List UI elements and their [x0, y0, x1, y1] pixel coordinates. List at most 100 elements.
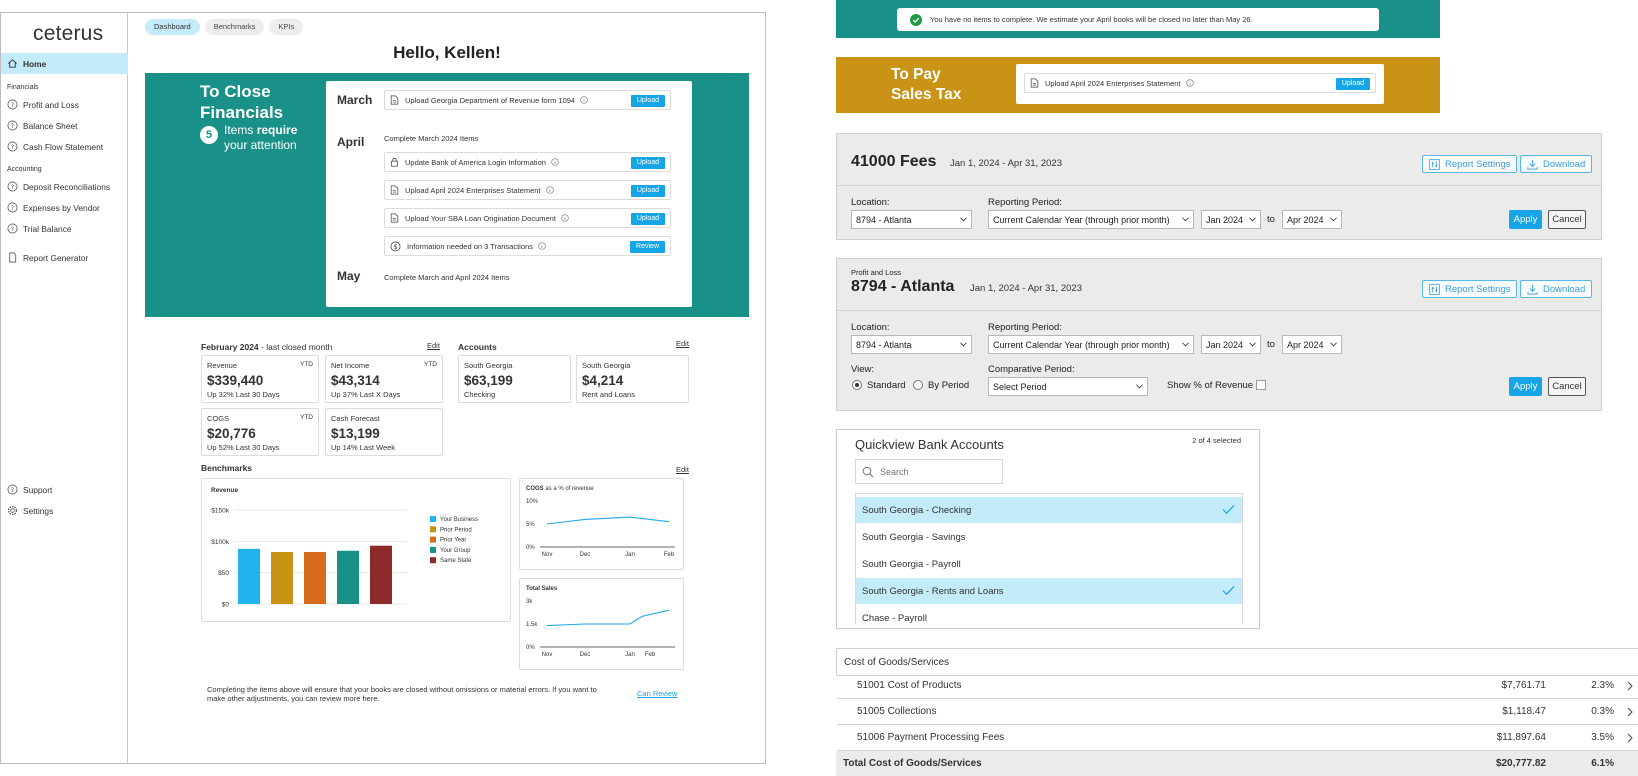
row-name: 51005 Collections [857, 706, 937, 717]
sidebar-item-balance-sheet[interactable]: ? Balance Sheet [1, 115, 128, 136]
sidebar-item-settings[interactable]: Settings [1, 500, 128, 521]
task-item[interactable]: Upload April 2024 Enterprises Statement … [1024, 73, 1376, 93]
sidebar-section-accounting: Accounting [7, 166, 42, 173]
account-card[interactable]: South Georgia $63,199 Checking [458, 355, 571, 403]
sidebar-item-support[interactable]: ? Support [1, 479, 128, 500]
list-item[interactable]: Chase - Payroll [856, 605, 1242, 624]
report-settings-button[interactable]: Report Settings [1422, 155, 1518, 173]
accounts-edit-link[interactable]: Edit [676, 339, 689, 348]
period-select[interactable]: Current Calendar Year (through prior mon… [988, 210, 1194, 229]
period-value: Current Calendar Year (through prior mon… [993, 214, 1170, 225]
location-select[interactable]: 8794 - Atlanta [851, 210, 972, 229]
x-tick-label: Feb [645, 652, 656, 658]
sidebar: ceterus Home Financials ? Profit and Los… [1, 13, 128, 763]
upload-button[interactable]: Upload [630, 213, 665, 225]
items-word: Items [224, 123, 254, 137]
sidebar-item-report-generator[interactable]: Report Generator [1, 247, 128, 268]
kpi-card-net-income[interactable]: Net Income YTD $43,314 Up 37% Last X Day… [325, 355, 443, 403]
tab-benchmarks[interactable]: Benchmarks [204, 19, 265, 35]
review-button[interactable]: Review [630, 241, 665, 253]
sidebar-item-trial-balance[interactable]: ? Trial Balance [1, 218, 128, 239]
sidebar-item-deposit-reconciliations[interactable]: ? Deposit Reconciliations [1, 176, 128, 197]
list-item[interactable]: South Georgia - Checking [856, 497, 1242, 523]
upload-button[interactable]: Upload [630, 185, 665, 197]
kpi-sub: Up 32% Last 30 Days [207, 390, 280, 399]
row-amount: $7,761.71 [1501, 680, 1547, 691]
sidebar-item-home[interactable]: Home [1, 53, 128, 74]
kpi-card-revenue[interactable]: Revenue YTD $339,440 Up 32% Last 30 Days [201, 355, 319, 403]
to-select[interactable]: Apr 2024 [1282, 210, 1342, 229]
view-period-radio[interactable] [913, 380, 923, 390]
help-circle-icon: ? [7, 202, 18, 213]
task-item[interactable]: Upload Georgia Department of Revenue for… [384, 90, 671, 110]
legend-label: Your Group [440, 548, 471, 554]
search-box[interactable] [855, 459, 1003, 484]
to-value: Apr 2024 [1287, 214, 1324, 225]
chevron-right-icon [1627, 681, 1633, 691]
comparative-select[interactable]: Select Period [988, 377, 1148, 396]
show-pct-checkbox[interactable] [1256, 380, 1266, 390]
to-close-panel: To Close Financials 5 Items require your … [145, 73, 749, 317]
from-select[interactable]: Jan 2024 [1201, 210, 1261, 229]
period-value: Current Calendar Year (through prior mon… [993, 339, 1170, 350]
report-settings-button[interactable]: Report Settings [1422, 280, 1518, 298]
tab-dashboard[interactable]: Dashboard [145, 19, 200, 35]
table-row[interactable]: 51005 Collections $1,118.47 0.3% [837, 699, 1638, 725]
tab-kpis[interactable]: KPIs [269, 19, 304, 35]
can-review-link[interactable]: Can Review [637, 689, 678, 698]
cancel-button[interactable]: Cancel [1548, 377, 1586, 396]
y-tick-label: 3k [526, 599, 533, 605]
info-icon [551, 158, 559, 166]
upload-button[interactable]: Upload [630, 95, 665, 107]
chevron-right-icon [1627, 707, 1633, 717]
account-card[interactable]: South Georgia $4,214 Rent and Loans [576, 355, 689, 403]
help-circle-icon: ? [7, 223, 18, 234]
apply-button[interactable]: Apply [1509, 377, 1542, 396]
check-icon [1222, 504, 1235, 515]
kpi-card-cash-forecast[interactable]: Cash Forecast $13,199 Up 14% Last Week [325, 408, 443, 456]
kpi-edit-link[interactable]: Edit [427, 341, 440, 350]
download-button[interactable]: Download [1520, 155, 1593, 173]
legend-swatch [430, 516, 436, 522]
view-standard-radio[interactable] [852, 380, 862, 390]
download-button[interactable]: Download [1520, 280, 1593, 298]
svg-text:$: $ [393, 242, 397, 250]
task-item[interactable]: Update Bank of America Login Information… [384, 152, 671, 172]
document-icon [9, 252, 17, 263]
sidebar-item-cash-flow[interactable]: ? Cash Flow Statement [1, 136, 128, 157]
task-item[interactable]: $ Information needed on 3 Transactions R… [384, 236, 671, 256]
kpi-sub: Up 52% Last 30 Days [207, 443, 280, 452]
sidebar-section-financials: Financials [7, 84, 39, 91]
list-item[interactable]: South Georgia - Rents and Loans [856, 578, 1242, 604]
row-pct: 2.3% [1591, 680, 1614, 691]
account-name: South Georgia - Checking [862, 504, 972, 516]
sidebar-item-label: Report Generator [23, 252, 89, 263]
home-icon [8, 59, 17, 68]
report-settings-label: Report Settings [1445, 283, 1511, 295]
to-select[interactable]: Apr 2024 [1282, 335, 1342, 354]
table-row[interactable]: 51006 Payment Processing Fees $11,897.64… [837, 725, 1638, 751]
help-circle-icon: ? [7, 120, 18, 131]
task-item[interactable]: Upload Your SBA Loan Origination Documen… [384, 208, 671, 228]
cancel-button[interactable]: Cancel [1548, 210, 1586, 229]
benchmarks-edit-link[interactable]: Edit [676, 465, 689, 474]
period-select[interactable]: Current Calendar Year (through prior mon… [988, 335, 1194, 354]
upload-button[interactable]: Upload [1335, 78, 1370, 90]
chart-title: Revenue [211, 487, 238, 494]
table-row[interactable]: 51001 Cost of Products $7,761.71 2.3% [837, 673, 1638, 699]
list-item[interactable]: South Georgia - Payroll [856, 551, 1242, 577]
from-select[interactable]: Jan 2024 [1201, 335, 1261, 354]
task-list: March Upload Georgia Department of Reven… [326, 81, 692, 307]
location-select[interactable]: 8794 - Atlanta [851, 335, 972, 354]
search-input[interactable] [880, 466, 990, 477]
sidebar-item-expenses-by-vendor[interactable]: ? Expenses by Vendor [1, 197, 128, 218]
bar [370, 545, 392, 604]
page-title: Hello, Kellen! [393, 43, 501, 62]
task-item[interactable]: Upload April 2024 Enterprises Statement … [384, 180, 671, 200]
apply-button[interactable]: Apply [1509, 210, 1542, 229]
bar [271, 551, 293, 604]
upload-button[interactable]: Upload [630, 157, 665, 169]
kpi-card-cogs[interactable]: COGS YTD $20,776 Up 52% Last 30 Days [201, 408, 319, 456]
sidebar-item-profit-and-loss[interactable]: ? Profit and Loss [1, 94, 128, 115]
list-item[interactable]: South Georgia - Savings [856, 524, 1242, 550]
